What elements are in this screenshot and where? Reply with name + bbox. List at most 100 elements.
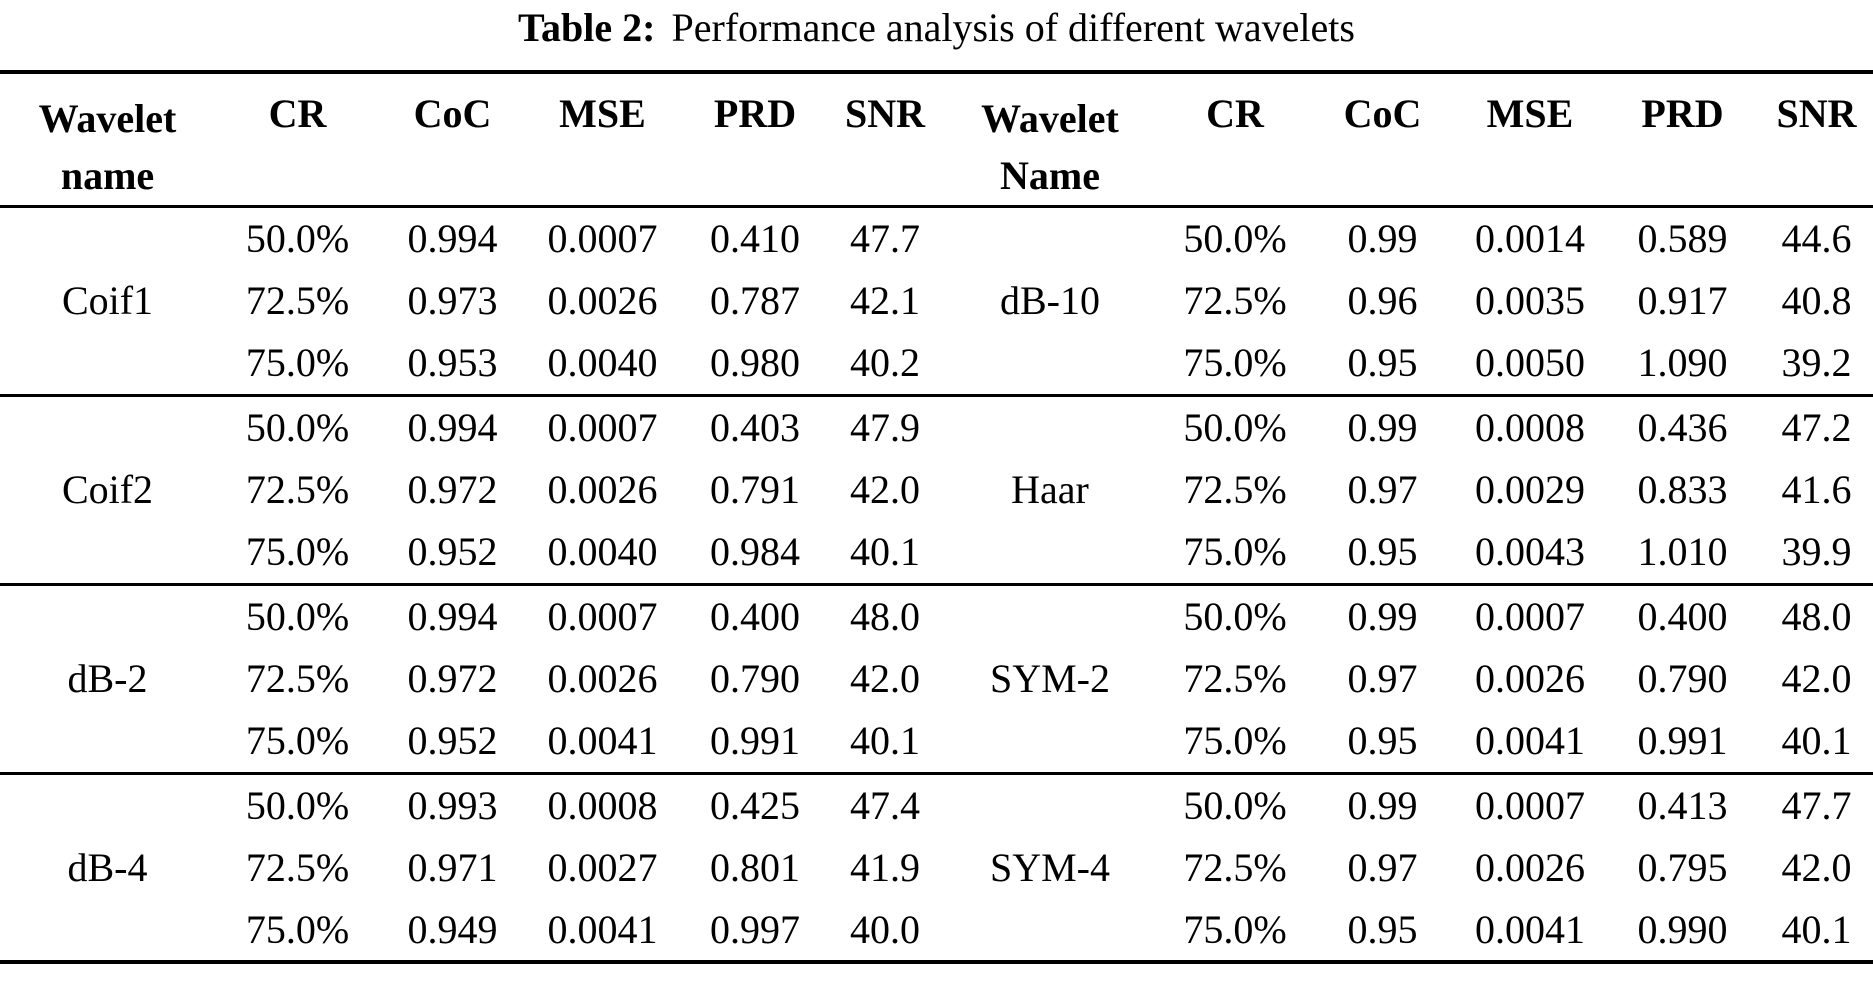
cell-cr: 75.0% <box>245 340 350 386</box>
cell-coc: 0.99 <box>1347 215 1418 261</box>
cell-prd: 0.400 <box>1637 593 1728 639</box>
cell-snr: 40.0 <box>850 907 920 952</box>
table-caption: Table 2: Performance analysis of differen… <box>0 0 1873 70</box>
cell-snr: 40.1 <box>1781 718 1852 764</box>
cell-snr: 41.9 <box>850 845 920 890</box>
table-header: Wavelet name CR CoC MSE PRD SNR Wavelet … <box>0 72 1873 206</box>
cell-mse: 0.0007 <box>547 404 658 450</box>
cell-mse: 0.0007 <box>547 593 658 639</box>
cell-mse: 0.0007 <box>547 215 658 261</box>
cell-prd: 0.795 <box>1637 845 1728 890</box>
cell-cr: 75.0% <box>245 718 350 764</box>
cell-prd: 0.997 <box>710 907 800 952</box>
wavelet-name-left: Coif1 <box>61 278 154 323</box>
col-header-wavelet-name-left: Wavelet name <box>0 72 215 206</box>
table-row: 75.0% 0.952 0.0041 0.991 40.1 75.0% 0.95… <box>0 710 1873 773</box>
cell-coc: 0.97 <box>1347 845 1418 890</box>
cell-cr: 75.0% <box>1183 907 1287 952</box>
col-header-cr-right: CR <box>1206 91 1264 136</box>
cell-coc: 0.949 <box>407 907 498 952</box>
cell-mse: 0.0008 <box>547 782 658 828</box>
cell-prd: 0.991 <box>710 718 800 764</box>
cell-snr: 47.9 <box>850 404 920 450</box>
col-header-wavelet-name-left-line2: name <box>60 153 155 198</box>
cell-cr: 75.0% <box>1183 718 1287 764</box>
cell-mse: 0.0026 <box>1475 845 1585 890</box>
cell-snr: 41.6 <box>1781 467 1852 512</box>
cell-snr: 47.4 <box>850 782 920 828</box>
cell-coc: 0.952 <box>407 529 498 575</box>
cell-cr: 50.0% <box>1183 593 1287 639</box>
cell-prd: 0.410 <box>710 215 800 261</box>
wavelet-block-coif1-db10: Coif1 50.0% 0.994 0.0007 0.410 47.7 dB-1… <box>0 206 1873 395</box>
cell-coc: 0.97 <box>1347 656 1418 701</box>
cell-coc: 0.972 <box>407 467 498 512</box>
cell-prd: 0.436 <box>1637 404 1728 450</box>
cell-prd: 0.791 <box>710 467 800 512</box>
cell-cr: 50.0% <box>1183 782 1287 828</box>
table-row: 72.5% 0.973 0.0026 0.787 42.1 72.5% 0.96… <box>0 269 1873 332</box>
cell-coc: 0.96 <box>1347 278 1418 323</box>
cell-coc: 0.994 <box>407 215 498 261</box>
cell-cr: 50.0% <box>245 782 350 828</box>
cell-cr: 72.5% <box>1183 467 1287 512</box>
col-header-cr-left: CR <box>268 91 327 136</box>
wavelet-name-right: SYM-2 <box>989 656 1111 701</box>
cell-coc: 0.993 <box>407 782 498 828</box>
cell-prd: 0.790 <box>1637 656 1728 701</box>
cell-prd: 0.991 <box>1637 718 1728 764</box>
cell-coc: 0.99 <box>1347 782 1418 828</box>
cell-coc: 0.99 <box>1347 593 1418 639</box>
cell-snr: 39.2 <box>1781 340 1852 386</box>
cell-cr: 75.0% <box>245 529 350 575</box>
cell-cr: 50.0% <box>245 215 350 261</box>
cell-snr: 42.1 <box>850 278 920 323</box>
cell-prd: 0.790 <box>710 656 800 701</box>
wavelet-name-right: SYM-4 <box>989 844 1111 890</box>
col-header-wavelet-name-right: Wavelet Name <box>940 72 1160 206</box>
wavelet-name-left: dB-2 <box>67 656 148 701</box>
cell-cr: 72.5% <box>245 845 350 890</box>
cell-prd: 0.984 <box>710 529 800 575</box>
cell-cr: 72.5% <box>245 656 350 701</box>
cell-coc: 0.95 <box>1347 718 1418 764</box>
table-row: 75.0% 0.952 0.0040 0.984 40.1 75.0% 0.95… <box>0 521 1873 584</box>
wavelet-block-db4-sym4: dB-4 50.0% 0.993 0.0008 0.425 47.4 SYM-4… <box>0 773 1873 962</box>
cell-mse: 0.0027 <box>547 845 658 890</box>
cell-snr: 42.0 <box>850 656 920 701</box>
cell-cr: 50.0% <box>245 593 350 639</box>
cell-mse: 0.0041 <box>1475 718 1585 764</box>
col-header-snr-left: SNR <box>844 91 926 136</box>
cell-mse: 0.0043 <box>1475 529 1585 575</box>
cell-cr: 50.0% <box>1183 404 1287 450</box>
cell-coc: 0.95 <box>1347 907 1418 952</box>
cell-mse: 0.0008 <box>1475 404 1585 450</box>
col-header-prd-right: PRD <box>1641 91 1724 136</box>
cell-snr: 40.2 <box>850 340 920 386</box>
table-row: 75.0% 0.953 0.0040 0.980 40.2 75.0% 0.95… <box>0 332 1873 395</box>
table-row: Coif2 50.0% 0.994 0.0007 0.403 47.9 Haar… <box>0 395 1873 512</box>
cell-prd: 0.990 <box>1637 907 1728 952</box>
cell-snr: 39.9 <box>1781 529 1852 575</box>
cell-mse: 0.0026 <box>547 467 658 512</box>
cell-prd: 0.400 <box>710 593 800 639</box>
col-header-snr-right: SNR <box>1776 91 1857 136</box>
cell-coc: 0.971 <box>407 845 498 890</box>
cell-prd: 0.787 <box>710 278 800 323</box>
cell-prd: 0.801 <box>710 845 800 890</box>
wavelet-name-right: dB-10 <box>1000 278 1100 323</box>
cell-prd: 0.403 <box>710 404 800 450</box>
cell-coc: 0.994 <box>407 404 498 450</box>
cell-mse: 0.0035 <box>1475 278 1585 323</box>
cell-prd: 0.980 <box>710 340 800 386</box>
cell-cr: 50.0% <box>1183 215 1287 261</box>
wavelet-performance-table: Wavelet name CR CoC MSE PRD SNR Wavelet … <box>0 70 1873 964</box>
cell-coc: 0.972 <box>407 656 498 701</box>
table-caption-text: Performance analysis of different wavele… <box>671 5 1355 50</box>
col-header-prd-left: PRD <box>713 91 797 136</box>
cell-prd: 0.413 <box>1637 782 1728 828</box>
cell-snr: 48.0 <box>1781 593 1852 639</box>
cell-coc: 0.994 <box>407 593 498 639</box>
cell-snr: 47.7 <box>1781 782 1852 828</box>
cell-prd: 1.010 <box>1637 529 1728 575</box>
